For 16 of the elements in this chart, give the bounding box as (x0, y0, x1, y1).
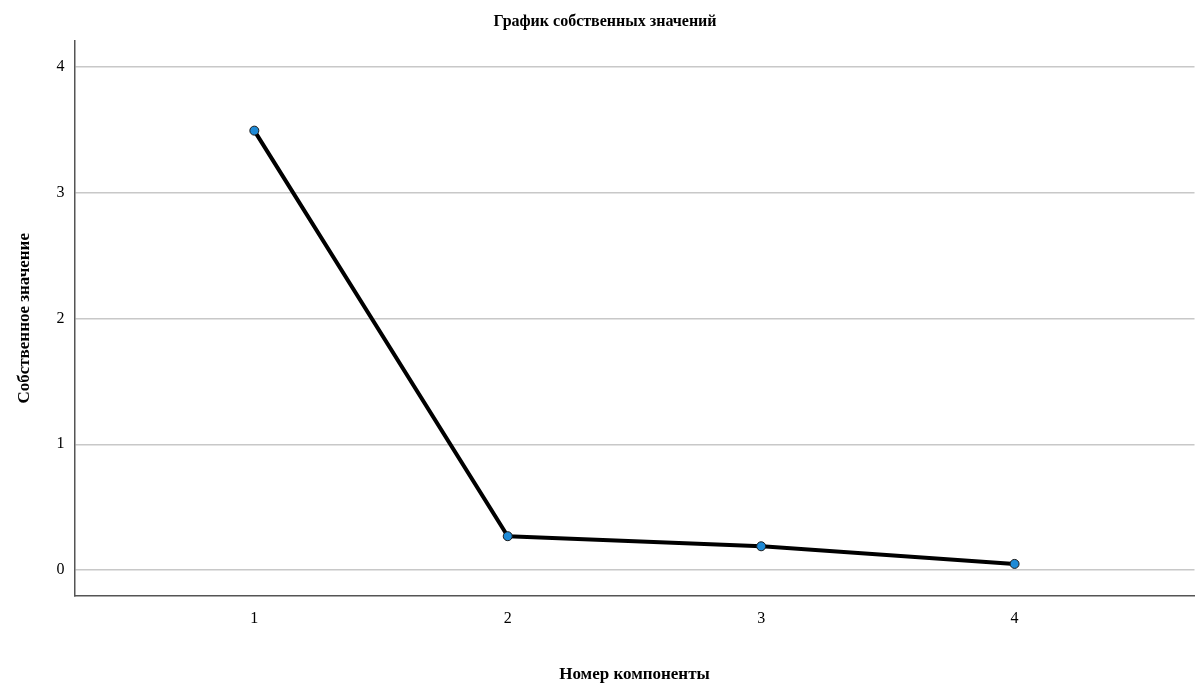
x-tick-label: 1 (250, 609, 259, 627)
point (1009, 558, 1020, 569)
y-axis-title: Собственное значение (13, 232, 33, 404)
point (756, 541, 767, 552)
y-tick-label: 3 (56, 182, 65, 200)
y-tick-label: 1 (56, 434, 65, 452)
y-tick-label: 4 (56, 56, 65, 74)
x-axis-title: Номер компоненты (559, 664, 710, 684)
y-tick-label: 2 (56, 308, 65, 326)
point (249, 125, 260, 136)
x-tick-label: 2 (503, 609, 512, 627)
y-tick-label: 0 (56, 560, 65, 578)
point (502, 531, 513, 542)
x-tick-label: 4 (1010, 609, 1019, 627)
x-tick-label: 3 (757, 609, 766, 627)
chart-title: График собственных значений (493, 11, 717, 30)
